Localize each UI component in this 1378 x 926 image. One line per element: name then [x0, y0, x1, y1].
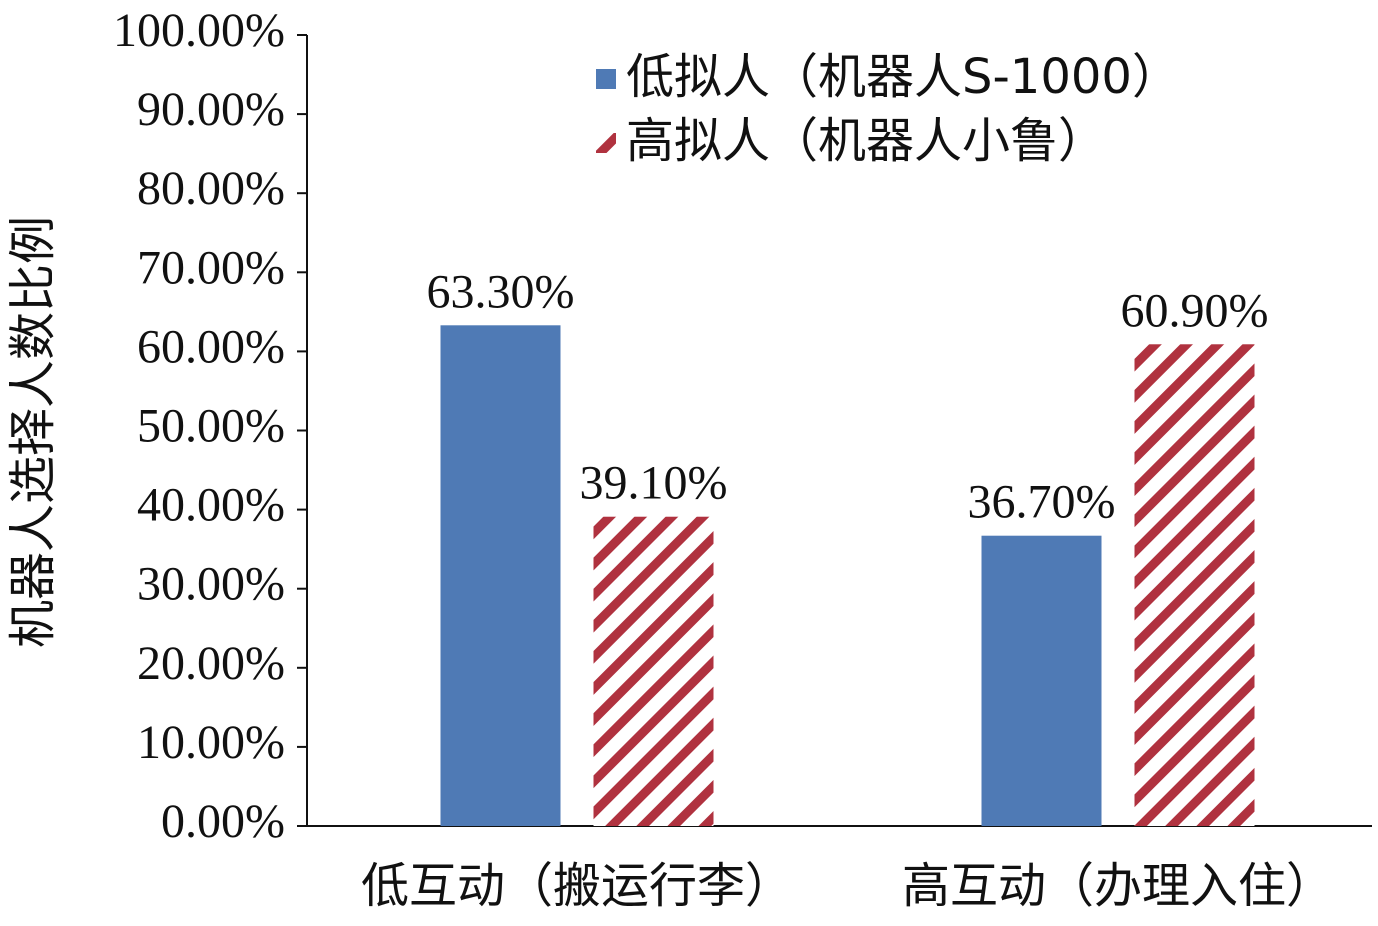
- legend-swatch-1: [596, 69, 616, 89]
- x-axis: 低互动（搬运行李） 高互动（办理入住）: [307, 825, 1372, 914]
- bar-2-1: [593, 516, 714, 826]
- y-tick-label: 80.00%: [137, 162, 285, 215]
- legend-label-2: 高拟人（机器人小鲁）: [626, 113, 1106, 169]
- data-labels-group: 63.30% 39.10% 36.70% 60.90%: [427, 265, 1269, 528]
- y-tick-label: 30.00%: [137, 558, 285, 611]
- y-tick-label: 50.00%: [137, 400, 285, 453]
- y-tick-label: 90.00%: [137, 83, 285, 136]
- y-tick-label: 20.00%: [137, 637, 285, 690]
- data-label: 36.70%: [968, 476, 1116, 529]
- x-category-label: 高互动（办理入住）: [902, 858, 1334, 914]
- legend: 低拟人（机器人S-1000） 高拟人（机器人小鲁）: [596, 49, 1180, 169]
- y-tick-label: 60.00%: [137, 320, 285, 373]
- y-tick-label: 10.00%: [137, 716, 285, 769]
- bar-1-2: [981, 535, 1102, 826]
- bars-group: [440, 325, 1255, 826]
- y-tick-label: 100.00%: [113, 4, 285, 57]
- bar-2-2: [1134, 344, 1255, 826]
- y-tick-label: 70.00%: [137, 241, 285, 294]
- bar-1-1: [440, 325, 561, 826]
- data-label: 39.10%: [580, 457, 728, 510]
- legend-swatch-2: [596, 133, 616, 153]
- y-tick-label: 40.00%: [137, 479, 285, 532]
- y-tick-label: 0.00%: [161, 795, 285, 848]
- legend-label-1: 低拟人（机器人S-1000）: [626, 49, 1180, 105]
- data-label: 63.30%: [427, 265, 575, 318]
- x-category-label: 低互动（搬运行李）: [361, 858, 793, 914]
- y-axis-title: 机器人选择人数比例: [5, 216, 61, 648]
- y-axis: 0.00% 10.00% 20.00% 30.00% 40.00% 50.00% 60.00…: [113, 4, 308, 848]
- data-label: 60.90%: [1121, 284, 1269, 337]
